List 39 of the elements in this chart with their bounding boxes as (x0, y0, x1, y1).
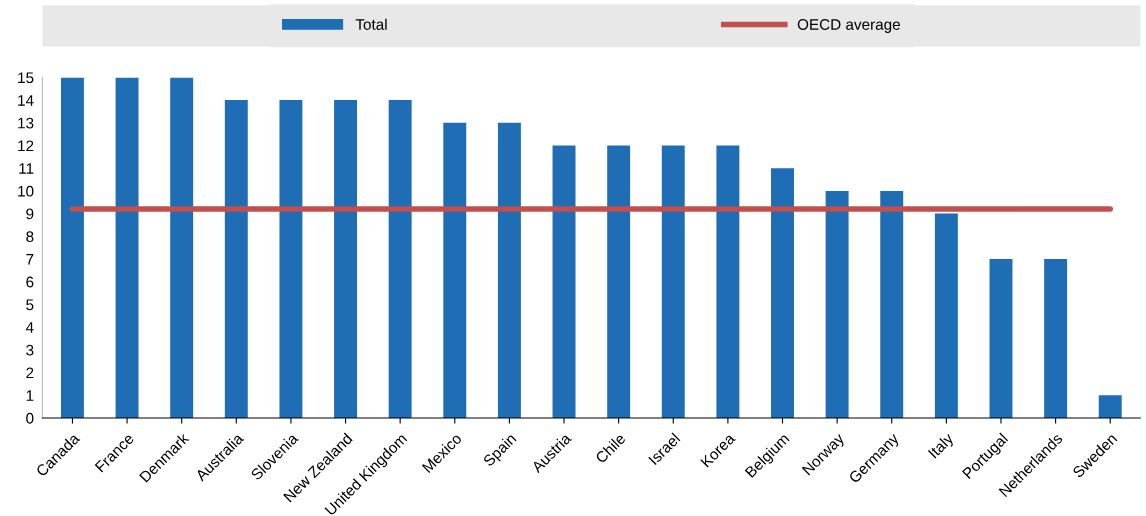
y-tick-label: 14 (18, 95, 34, 106)
bar (60, 77, 84, 418)
bar (880, 190, 904, 418)
y-tick-label: 2 (26, 367, 34, 379)
bar (1098, 395, 1122, 418)
bar (115, 77, 139, 418)
y-tick-label: 5 (26, 299, 34, 311)
bar (934, 213, 958, 418)
y-tick-label: 9 (26, 208, 34, 220)
bar (224, 100, 248, 418)
bar (279, 100, 303, 418)
y-tick-label: 10 (18, 185, 34, 197)
x-tick-label: Italy (927, 431, 957, 461)
bar (607, 145, 631, 418)
y-tick-label: 6 (26, 276, 34, 288)
bar (716, 145, 740, 418)
y-tick-label: 8 (26, 231, 34, 243)
y-tick-label: 15 (18, 72, 34, 84)
bar (170, 77, 194, 418)
y-tick-label: 13 (18, 117, 34, 129)
legend-label: Total (355, 18, 387, 30)
bar (661, 145, 685, 418)
y-tick-label: 3 (26, 344, 34, 356)
bar (388, 100, 412, 418)
bar (443, 122, 467, 418)
y-tick-label: 4 (25, 322, 34, 333)
y-tick-label: 1 (26, 390, 34, 401)
bar (989, 259, 1013, 418)
y-tick-label: 0 (26, 412, 34, 424)
bar (771, 168, 794, 418)
legend-label: OECD average (797, 19, 900, 33)
bar (334, 100, 358, 418)
bar (825, 190, 849, 418)
bar (1044, 259, 1068, 418)
y-tick-label: 11 (19, 163, 34, 174)
y-tick-label: 12 (18, 140, 34, 152)
bar (497, 122, 521, 418)
y-tick-label: 7 (26, 254, 34, 265)
bar (552, 145, 576, 418)
